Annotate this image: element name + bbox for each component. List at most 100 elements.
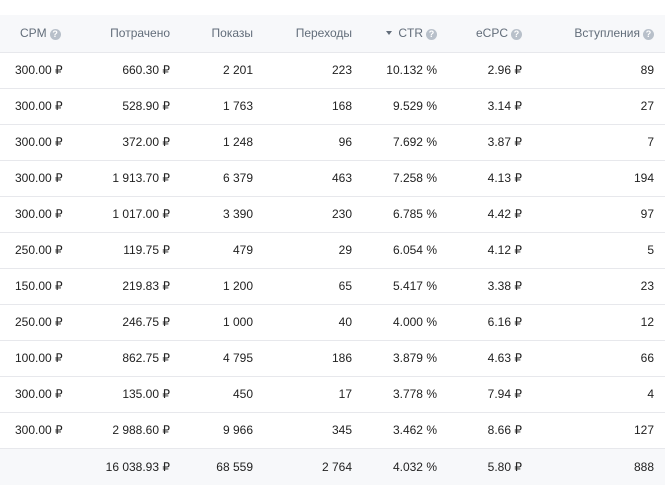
- cell-spent: 135.00 ₽: [62, 376, 170, 413]
- cell-spent: 528.90 ₽: [62, 88, 170, 125]
- cell-ctr: 6.054 %: [352, 232, 437, 269]
- cell-ctr: 5.417 %: [352, 268, 437, 305]
- column-label: CTR: [398, 26, 423, 41]
- cell-cpm: 250.00 ₽: [0, 232, 63, 269]
- cell-impressions: 4 795: [170, 340, 253, 377]
- cell-clicks: 186: [253, 340, 352, 377]
- column-label: Переходы: [295, 26, 352, 41]
- cell-cpm: 300.00 ₽: [0, 52, 63, 89]
- cell-clicks: 345: [253, 412, 352, 449]
- cell-ecpc: 6.16 ₽: [437, 304, 522, 341]
- column-header-ctr[interactable]: CTR?: [352, 15, 437, 53]
- table-row: 300.00 ₽135.00 ₽450 17 3.778 % 7.94 ₽4: [0, 376, 665, 413]
- cell-ecpc: 4.13 ₽: [437, 160, 522, 197]
- cell-impressions: 1 000: [170, 304, 253, 341]
- help-icon[interactable]: ?: [511, 29, 522, 41]
- cell-impressions: 1 763: [170, 88, 253, 125]
- cell-cpm: 100.00 ₽: [0, 340, 63, 377]
- table-footer: 16 038.93 ₽ 68 559 2 764 4.032 % 5.80 ₽ 888: [0, 448, 665, 485]
- top-strip: [0, 0, 665, 15]
- cell-spent: 219.83 ₽: [62, 268, 170, 305]
- cell-cpm: 300.00 ₽: [0, 124, 63, 161]
- cell-ecpc: 3.14 ₽: [437, 88, 522, 125]
- help-icon[interactable]: ?: [643, 29, 654, 41]
- table-row: 300.00 ₽528.90 ₽1 763 168 9.529 % 3.14 ₽27: [0, 88, 665, 125]
- cell-impressions: 479: [170, 232, 253, 269]
- cell-clicks: 40: [253, 304, 352, 341]
- cell-joins: 97: [522, 196, 665, 233]
- cell-spent: 1 913.70 ₽: [62, 160, 170, 197]
- cell-impressions: 3 390: [170, 196, 253, 233]
- cell-cpm: 250.00 ₽: [0, 304, 63, 341]
- cell-ecpc: 4.42 ₽: [437, 196, 522, 233]
- column-label: CPM: [20, 26, 47, 41]
- total-spent: 16 038.93 ₽: [105, 459, 170, 474]
- column-label: eCPC: [475, 26, 508, 41]
- cell-ctr: 4.000 %: [352, 304, 437, 341]
- cell-ctr: 7.692 %: [352, 124, 437, 161]
- column-header-clicks[interactable]: Переходы: [253, 15, 352, 53]
- cell-ctr: 3.879 %: [352, 340, 437, 377]
- cell-impressions: 9 966: [170, 412, 253, 449]
- cell-ctr: 9.529 %: [352, 88, 437, 125]
- cell-spent: 862.75 ₽: [62, 340, 170, 377]
- cell-cpm: 300.00 ₽: [0, 160, 63, 197]
- cell-clicks: 168: [253, 88, 352, 125]
- cell-clicks: 230: [253, 196, 352, 233]
- column-label: Потрачено: [110, 26, 170, 41]
- cell-spent: 119.75 ₽: [62, 232, 170, 269]
- cell-ecpc: 3.87 ₽: [437, 124, 522, 161]
- cell-impressions: 1 248: [170, 124, 253, 161]
- column-header-joins[interactable]: Вступления?: [522, 15, 665, 53]
- cell-joins: 27: [522, 88, 665, 125]
- cell-spent: 2 988.60 ₽: [62, 412, 170, 449]
- cell-ctr: 10.132 %: [352, 52, 437, 89]
- column-header-impressions[interactable]: Показы: [170, 15, 253, 53]
- column-label: Показы: [211, 26, 253, 41]
- table-row: 100.00 ₽862.75 ₽4 795 186 3.879 % 4.63 ₽66: [0, 340, 665, 377]
- cell-cpm: 300.00 ₽: [0, 376, 63, 413]
- total-ecpc: 5.80 ₽: [487, 459, 522, 474]
- cell-spent: 372.00 ₽: [62, 124, 170, 161]
- cell-ecpc: 8.66 ₽: [437, 412, 522, 449]
- table-row: 300.00 ₽1 017.00 ₽3 390 230 6.785 % 4.42 ₽9…: [0, 196, 665, 233]
- cell-clicks: 463: [253, 160, 352, 197]
- total-impressions: 68 559: [216, 459, 253, 474]
- table-row: 300.00 ₽660.30 ₽2 201 223 10.132 % 2.96 ₽89: [0, 52, 665, 89]
- total-cpm: [0, 448, 62, 485]
- cell-clicks: 96: [253, 124, 352, 161]
- cell-ecpc: 2.96 ₽: [437, 52, 522, 89]
- column-header-ecpc[interactable]: eCPC?: [437, 15, 522, 53]
- table-row: 300.00 ₽1 913.70 ₽6 379 463 7.258 % 4.13 ₽1…: [0, 160, 665, 197]
- help-icon[interactable]: ?: [426, 29, 437, 41]
- totals-row: 16 038.93 ₽ 68 559 2 764 4.032 % 5.80 ₽ 888: [0, 448, 665, 485]
- cell-ctr: 6.785 %: [352, 196, 437, 233]
- total-clicks: 2 764: [321, 459, 352, 474]
- cell-impressions: 6 379: [170, 160, 253, 197]
- cell-joins: 66: [522, 340, 665, 377]
- cell-clicks: 29: [253, 232, 352, 269]
- total-joins: 888: [633, 459, 654, 474]
- cell-joins: 194: [522, 160, 665, 197]
- cell-clicks: 17: [253, 376, 352, 413]
- cell-ecpc: 4.12 ₽: [437, 232, 522, 269]
- cell-clicks: 65: [253, 268, 352, 305]
- table-row: 300.00 ₽372.00 ₽1 248 96 7.692 % 3.87 ₽7: [0, 124, 665, 161]
- cell-ctr: 3.462 %: [352, 412, 437, 449]
- cell-impressions: 1 200: [170, 268, 253, 305]
- cell-joins: 5: [522, 232, 665, 269]
- cell-clicks: 223: [253, 52, 352, 89]
- table-header: CPM? Потрачено Показы Переходы CTR? eCPC? Всту…: [0, 15, 665, 53]
- column-header-cpm[interactable]: CPM?: [0, 15, 62, 53]
- cell-joins: 89: [522, 52, 665, 89]
- cell-ctr: 7.258 %: [352, 160, 437, 197]
- cell-ecpc: 4.63 ₽: [437, 340, 522, 377]
- column-header-spent[interactable]: Потрачено: [62, 15, 170, 53]
- cell-joins: 4: [522, 376, 665, 413]
- cell-joins: 127: [522, 412, 665, 449]
- cell-ecpc: 7.94 ₽: [437, 376, 522, 413]
- table-row: 300.00 ₽2 988.60 ₽9 966 345 3.462 % 8.66 ₽1…: [0, 412, 665, 449]
- table-body: 300.00 ₽660.30 ₽2 201 223 10.132 % 2.96 ₽89…: [0, 52, 665, 449]
- help-icon[interactable]: ?: [49, 29, 61, 41]
- cell-cpm: 300.00 ₽: [0, 196, 63, 233]
